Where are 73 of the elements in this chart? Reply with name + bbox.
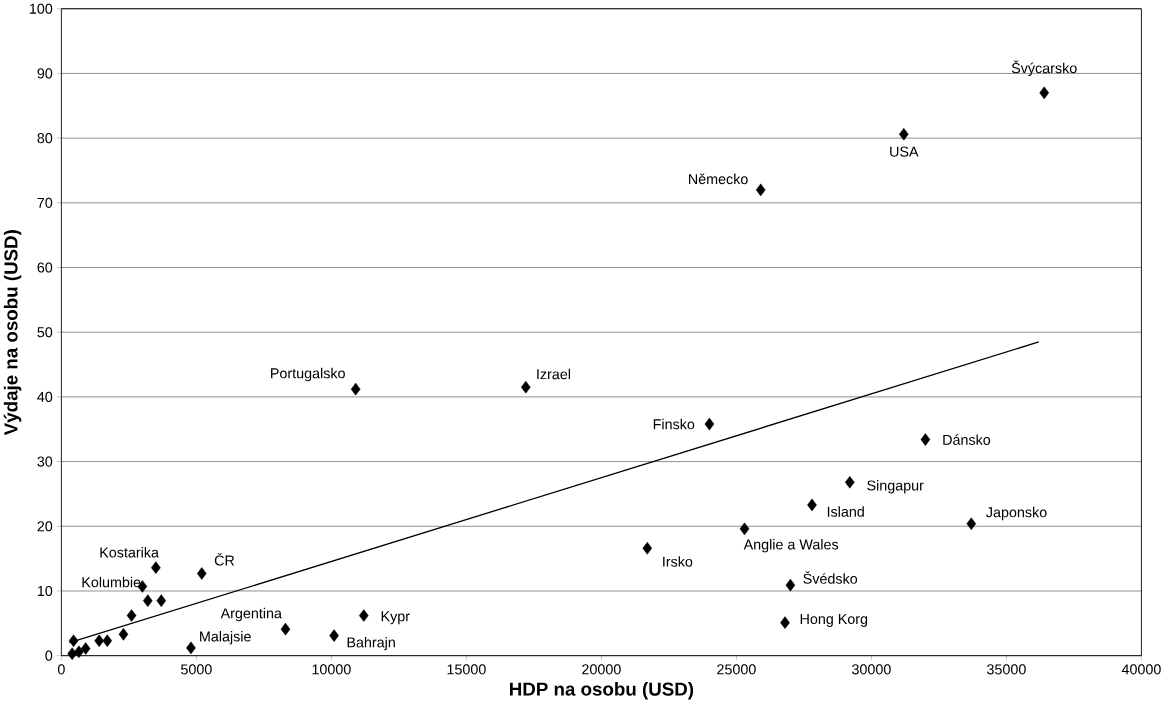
point: [74, 645, 84, 659]
point: [966, 517, 977, 530]
point: [350, 382, 361, 396]
y-tick-label: 90: [37, 68, 53, 79]
point: [186, 641, 196, 655]
point: [143, 594, 153, 607]
annotation: Izrael: [537, 368, 571, 380]
annotation: Irsko: [663, 556, 693, 567]
point: [642, 541, 653, 555]
annotation: ČR: [214, 552, 235, 566]
point: [521, 380, 531, 394]
point: [151, 561, 161, 574]
point: [118, 627, 129, 641]
point: [1039, 86, 1049, 100]
point: [845, 475, 855, 489]
x-tick-label: 15000: [447, 664, 486, 675]
annotation: Kypr: [381, 611, 410, 625]
point: [102, 634, 113, 648]
y-tick-label: 100: [29, 3, 53, 14]
annotation: Malajsie: [200, 630, 251, 645]
x-tick-label: 5000: [181, 664, 212, 675]
point: [739, 522, 750, 536]
point: [94, 634, 104, 648]
annotation: Singapur: [867, 479, 924, 494]
point: [359, 609, 369, 622]
x-tick-label: 0: [57, 664, 65, 675]
y-axis-title: Výdaje na osobu (USD): [3, 230, 22, 436]
point: [80, 642, 91, 655]
annotation: Japonsko: [986, 506, 1047, 521]
point: [755, 183, 766, 197]
point: [126, 609, 137, 622]
y-tick-label: 70: [37, 197, 53, 208]
x-tick-label: 40000: [1121, 664, 1161, 675]
y-tick-label: 10: [37, 585, 53, 596]
annotation: USA: [890, 146, 919, 157]
annotation: Švédsko: [803, 571, 858, 584]
point: [156, 594, 167, 607]
annotation: Island: [827, 506, 864, 517]
point: [780, 616, 790, 629]
point: [920, 433, 931, 446]
annotation: Portugalsko: [271, 367, 345, 382]
y-tick-label: 0: [45, 650, 53, 661]
x-tick-label: 10000: [312, 664, 351, 675]
x-axis-title: HDP na osobu (USD): [510, 681, 694, 700]
y-tick-label: 80: [37, 133, 53, 144]
annotation: Kolumbie: [82, 576, 141, 588]
annotation: Anglie a Wales: [743, 538, 839, 553]
x-tick-label: 30000: [852, 664, 891, 675]
point: [807, 498, 817, 512]
point: [67, 647, 77, 660]
x-tick-label: 25000: [717, 664, 756, 675]
point: [899, 127, 909, 141]
annotation: Švýcarsko: [1011, 60, 1077, 77]
point: [704, 417, 715, 431]
point: [68, 634, 79, 648]
point: [197, 567, 207, 580]
point: [280, 622, 291, 636]
y-tick-label: 20: [37, 521, 53, 532]
annotation: Bahrajn: [347, 636, 395, 651]
y-tick-label: 40: [37, 391, 53, 402]
point: [785, 578, 796, 592]
point: [329, 629, 339, 642]
y-tick-label: 50: [37, 327, 53, 338]
x-tick-label: 20000: [582, 664, 621, 675]
annotation: Dánsko: [943, 434, 991, 445]
annotation: Hong Korg: [800, 614, 868, 627]
annotation: Argentina: [220, 607, 282, 622]
annotation: Německo: [689, 173, 748, 185]
x-tick-label: 35000: [987, 664, 1026, 675]
annotation: Finsko: [653, 418, 695, 430]
y-tick-label: 60: [37, 262, 53, 273]
annotation: Kostarika: [100, 546, 159, 558]
y-tick-label: 30: [37, 456, 53, 467]
